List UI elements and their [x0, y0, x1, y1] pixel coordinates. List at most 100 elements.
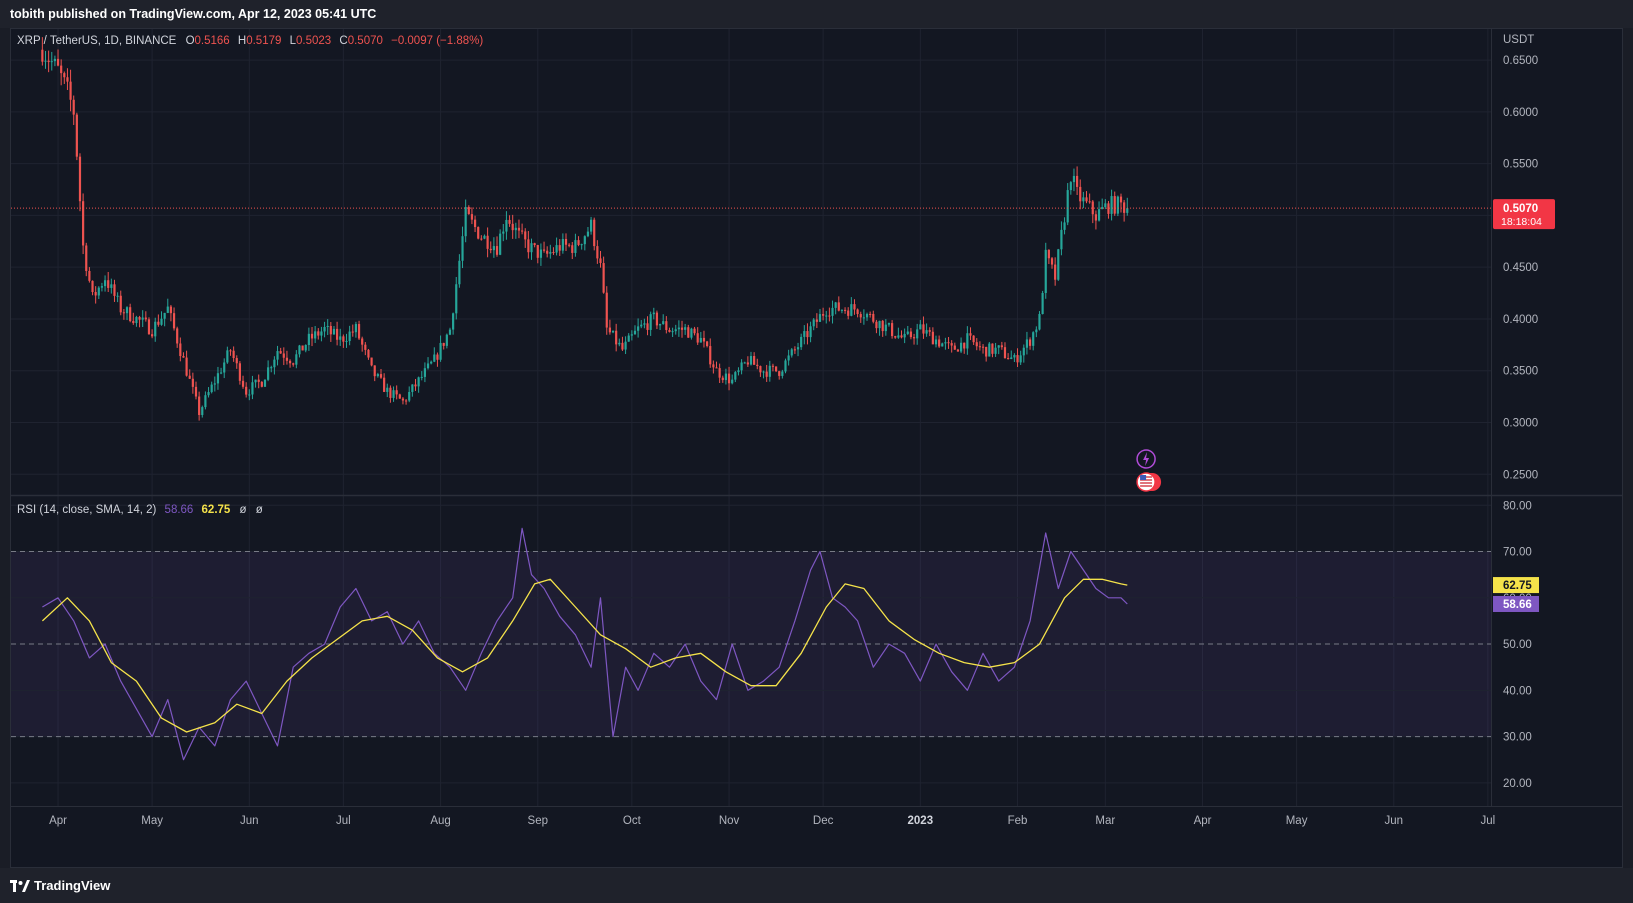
- candle-body: [959, 342, 963, 352]
- candle-body: [144, 317, 147, 320]
- candle-body: [210, 384, 213, 393]
- candle-body: [345, 341, 348, 343]
- time-tick-label: Jun: [1385, 815, 1404, 827]
- time-tick-label: Aug: [430, 815, 450, 827]
- candle-body: [169, 306, 173, 314]
- rsi-ma-line: [41, 578, 1128, 733]
- candle-body: [317, 331, 320, 336]
- candle-body: [994, 347, 997, 354]
- candle-body: [113, 284, 116, 296]
- candle-body: [477, 227, 480, 239]
- candle-body: [997, 345, 1000, 348]
- candle-body: [1126, 208, 1129, 213]
- candle-body: [1085, 197, 1088, 202]
- symbol-label[interactable]: XRP / TetherUS, 1D, BINANCE: [17, 35, 177, 47]
- candle-body: [508, 219, 511, 224]
- rsi-title[interactable]: RSI (14, close, SMA, 14, 2): [17, 504, 157, 516]
- rsi-line: [42, 527, 1128, 761]
- high-label: H: [237, 35, 247, 47]
- candle-body: [956, 349, 960, 352]
- candle-body: [163, 312, 166, 319]
- candle-body: [991, 343, 994, 354]
- candle-body: [900, 335, 903, 338]
- candle-body: [263, 379, 267, 387]
- candle-body: [897, 335, 900, 338]
- candle-body: [524, 231, 527, 240]
- candle-body: [662, 321, 665, 325]
- candle-body: [125, 307, 129, 314]
- candle-body: [232, 350, 235, 359]
- candle-body: [354, 324, 358, 333]
- rsi-tick-label: 20.00: [1503, 778, 1532, 790]
- candle-body: [981, 346, 985, 348]
- candle-body: [1101, 207, 1104, 210]
- candle-body: [1082, 197, 1085, 202]
- candle-body: [223, 362, 226, 373]
- candle-body: [483, 235, 486, 239]
- candle-body: [941, 343, 944, 347]
- candle-body: [229, 350, 232, 352]
- candle-body: [160, 318, 163, 325]
- candle-body: [122, 312, 125, 314]
- candle-body: [762, 371, 765, 373]
- candle-body: [1110, 196, 1113, 214]
- candle-body: [665, 321, 668, 330]
- candle-body: [521, 230, 524, 232]
- candle-body: [357, 324, 361, 339]
- candle-body: [304, 344, 307, 351]
- candle-body: [499, 233, 502, 255]
- candle-body: [724, 373, 728, 381]
- candle-body: [91, 280, 94, 293]
- candle-body: [1000, 345, 1003, 348]
- candle-body: [1041, 293, 1044, 315]
- candle-body: [975, 342, 978, 347]
- candle-body: [564, 239, 568, 245]
- rsi-ma-badge-label: 62.75: [1503, 580, 1532, 592]
- candle-body: [238, 363, 241, 381]
- candle-body: [608, 327, 611, 333]
- candle-body: [812, 319, 815, 327]
- footer-brand[interactable]: TradingView: [34, 878, 111, 893]
- chart-canvas[interactable]: USDT0.25000.30000.35000.40000.45000.5000…: [11, 29, 1622, 867]
- rsi-tick-label: 70.00: [1503, 547, 1532, 559]
- candle-body: [825, 315, 828, 317]
- candle-body: [78, 156, 82, 202]
- candle-body: [1022, 347, 1025, 356]
- candle-body: [793, 349, 796, 351]
- tradingview-logo-icon[interactable]: [10, 879, 30, 893]
- candle-body: [878, 320, 881, 329]
- candle-body: [147, 319, 151, 335]
- candle-body: [455, 284, 458, 314]
- time-tick-label: 2023: [908, 815, 934, 827]
- candle-body: [185, 357, 188, 376]
- candle-body: [182, 356, 185, 358]
- candle-body: [784, 360, 787, 372]
- low-label: L: [289, 35, 297, 47]
- candle-body: [577, 240, 580, 245]
- time-tick-label: Jun: [240, 815, 259, 827]
- candle-body: [542, 249, 546, 251]
- candle-body: [151, 334, 154, 337]
- candle-body: [364, 344, 367, 350]
- candle-body: [301, 345, 304, 351]
- candle-body: [489, 248, 492, 251]
- candle-body: [285, 357, 289, 361]
- candle-body: [1079, 186, 1082, 202]
- candle-body: [702, 337, 706, 342]
- time-tick-label: Dec: [813, 815, 834, 827]
- candle-body: [963, 342, 966, 349]
- candle-body: [978, 346, 981, 348]
- candle-body: [135, 317, 138, 324]
- candle-body: [583, 236, 586, 245]
- candle-body: [865, 313, 869, 318]
- close-value: 0.5070: [347, 35, 383, 47]
- candle-body: [881, 320, 884, 332]
- candle-body: [439, 342, 442, 360]
- candle-body: [1007, 358, 1010, 360]
- candle-body: [411, 384, 414, 392]
- candle-body: [436, 354, 439, 360]
- candle-body: [693, 328, 696, 334]
- price-tick-label: 0.4500: [1503, 262, 1538, 274]
- candle-body: [869, 313, 872, 315]
- flag-canton: [1140, 475, 1147, 480]
